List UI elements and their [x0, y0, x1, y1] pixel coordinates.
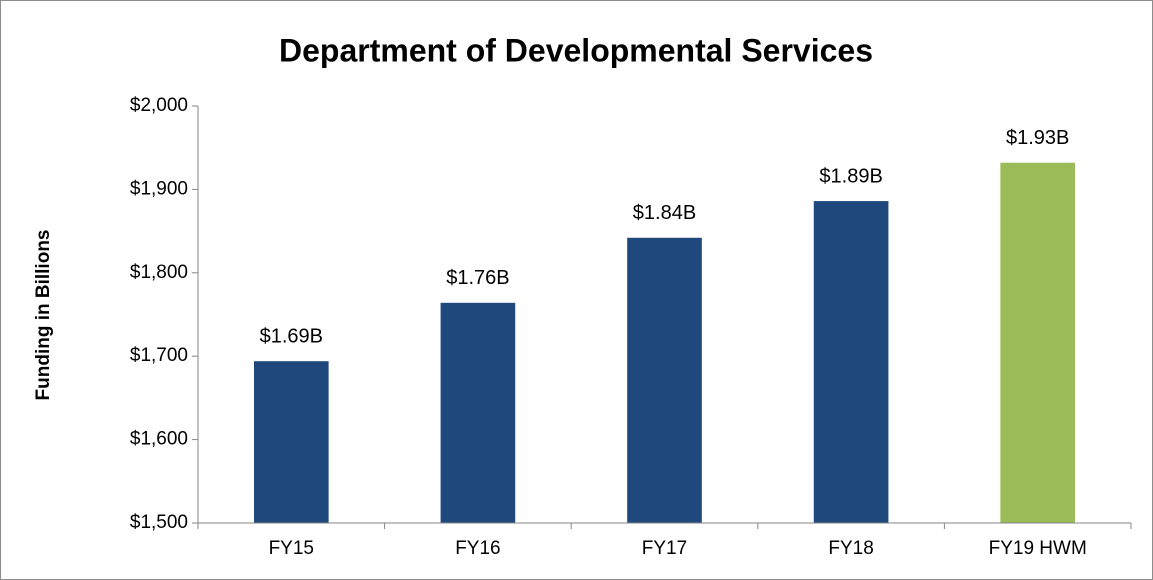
- x-tick-label: FY16: [455, 538, 500, 559]
- data-label: $1.69B: [260, 325, 323, 347]
- data-label: $1.84B: [633, 202, 696, 224]
- y-tick-label: $1,500: [130, 512, 188, 533]
- x-tick-label: FY19 HWM: [989, 538, 1087, 559]
- y-axis-title: Funding in Billions: [33, 230, 54, 401]
- y-tick-label: $1,700: [130, 345, 188, 366]
- bar: [253, 361, 329, 523]
- data-label: $1.76B: [446, 267, 509, 289]
- x-tick-label: FY18: [828, 538, 873, 559]
- bar: [440, 302, 516, 523]
- y-tick-label: $1,800: [130, 262, 188, 283]
- y-tick-label: $2,000: [130, 95, 188, 116]
- y-tick-label: $1,600: [130, 429, 188, 450]
- bar: [627, 237, 702, 523]
- bar: [1000, 162, 1076, 523]
- x-tick-label: FY17: [642, 538, 687, 559]
- bar: [813, 201, 889, 524]
- data-label: $1.93B: [1006, 127, 1069, 149]
- y-tick-label: $1,900: [130, 178, 188, 199]
- x-tick-label: FY15: [269, 538, 314, 559]
- data-label: $1.89B: [819, 165, 882, 187]
- chart-title: Department of Developmental Services: [279, 32, 873, 68]
